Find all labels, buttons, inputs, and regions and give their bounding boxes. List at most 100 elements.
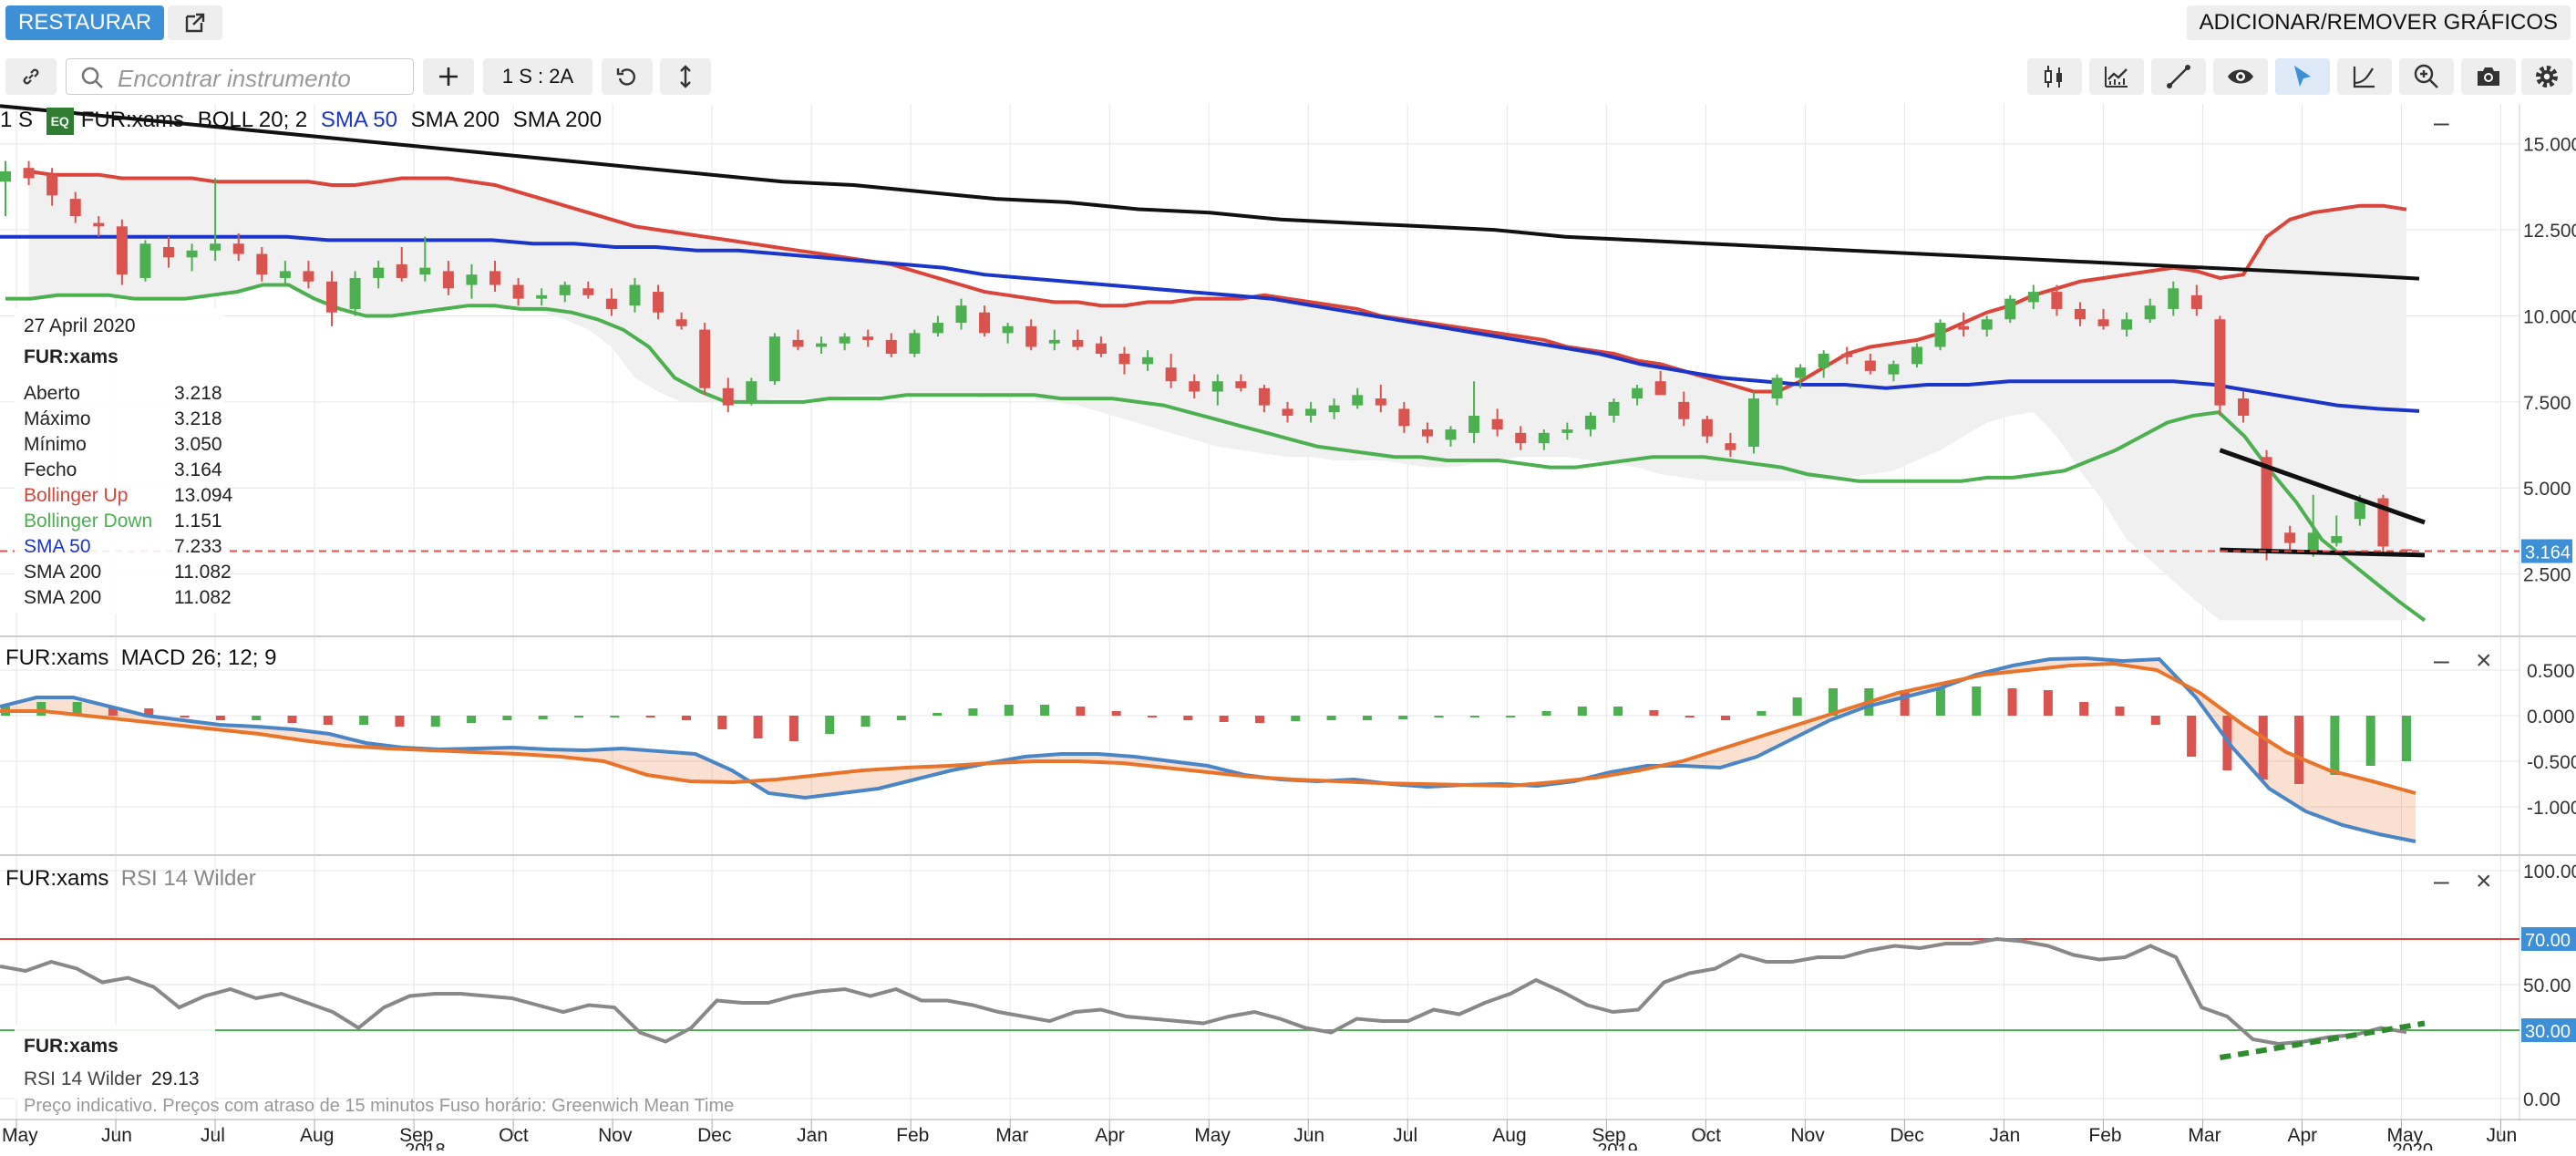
candle-body — [1072, 339, 1084, 347]
instrument-search[interactable]: Encontrar instrumento — [66, 58, 414, 95]
tooltip-value: 7.233 — [174, 536, 222, 557]
macd-histogram-bar — [1506, 716, 1516, 717]
candle-body — [2237, 398, 2249, 416]
candle-body — [349, 277, 361, 309]
tooltip-row: SMA 50 7.233 — [24, 536, 229, 560]
macd-histogram-bar — [1828, 688, 1838, 716]
candle-body — [1538, 432, 1550, 444]
period-selector[interactable]: 1 S : 2A — [483, 58, 592, 95]
candle-body — [279, 271, 291, 278]
sma200-legend[interactable]: SMA 200 — [410, 108, 500, 133]
macd-histogram-bar — [359, 716, 369, 725]
candle-body — [675, 319, 687, 326]
add-instrument-button[interactable] — [423, 58, 474, 95]
macd-params: MACD 26; 12; 9 — [120, 645, 277, 670]
month-label: May — [2386, 1125, 2423, 1146]
candle-body — [326, 281, 338, 313]
candle-body — [582, 288, 594, 295]
macd-histogram-bar — [1111, 711, 1121, 716]
candle-body — [1375, 398, 1386, 406]
candle-body — [1561, 429, 1573, 433]
candle-body — [2027, 292, 2039, 303]
year-label: 2018 — [405, 1141, 446, 1151]
cursor-arrow-icon — [2294, 66, 2311, 87]
popout-button[interactable] — [168, 5, 222, 40]
rsi-panel[interactable]: 100.00 70.00 50.00 30.00 0.00 — [0, 862, 2576, 1110]
close-macd-button[interactable]: × — [2476, 645, 2492, 676]
sma50-line — [0, 234, 2420, 413]
macd-tick-label: -0.500 — [2527, 752, 2576, 773]
macd-panel[interactable]: 0.500 0.000 -0.500 -1.000 — [0, 655, 2576, 843]
macd-histogram-bar — [1291, 716, 1301, 721]
pointer-button[interactable] — [2275, 58, 2330, 95]
tooltip-value: 13.094 — [174, 485, 233, 506]
macd-histogram-bar — [502, 716, 512, 720]
settings-button[interactable] — [2521, 58, 2572, 95]
expand-vertical-button[interactable] — [660, 58, 711, 95]
candle-body — [2097, 319, 2109, 326]
candle-body — [1934, 323, 1946, 347]
macd-histogram-bar — [2043, 690, 2053, 716]
chart-area[interactable]: 3.164 15.000 12.500 10.000 7.500 5.000 2.500 0… — [0, 104, 2576, 1151]
x-axis: May Jun Jul Aug Sep Oct Nov Dec Jan Feb Mar Apr May J… — [0, 1119, 2576, 1151]
tooltip-value: 3.164 — [174, 459, 222, 480]
restore-button[interactable]: RESTAURAR — [5, 5, 165, 40]
month-label: Jul — [201, 1125, 225, 1146]
sma200-legend-2[interactable]: SMA 200 — [512, 108, 603, 133]
candle-body — [1282, 408, 1293, 416]
minimize-macd-button[interactable]: – — [2434, 645, 2449, 676]
month-label: Jan — [1989, 1125, 2020, 1146]
minimize-rsi-button[interactable]: – — [2434, 866, 2449, 896]
macd-histogram-bar — [1613, 707, 1623, 716]
macd-histogram-bar — [860, 716, 871, 727]
candle-body — [1654, 381, 1666, 396]
curve-tool-button[interactable] — [2337, 58, 2392, 95]
macd-histogram-bar — [108, 707, 118, 716]
macd-histogram-bar — [645, 716, 655, 717]
macd-histogram-bar — [1362, 716, 1372, 720]
camera-icon — [2478, 67, 2499, 86]
candle-body — [722, 387, 734, 406]
chart-toolbar: Encontrar instrumento 1 S : 2A — [0, 57, 2576, 97]
candle-body — [979, 312, 991, 334]
macd-histogram-bar — [2365, 716, 2375, 766]
add-remove-charts-button[interactable]: ADICIONAR/REMOVER GRÁFICOS — [2186, 5, 2571, 40]
rsi-tick-label: 50.00 — [2523, 975, 2571, 996]
external-link-icon — [185, 13, 205, 33]
candle-body — [1818, 354, 1829, 368]
screenshot-button[interactable] — [2461, 58, 2516, 95]
macd-histogram-bar — [2150, 716, 2160, 725]
tooltip-row: Aberto 3.218 — [24, 383, 229, 407]
indicator-chart-icon — [2105, 67, 2128, 88]
candle-body — [2074, 308, 2086, 320]
tooltip-value: 1.151 — [174, 511, 222, 532]
candle-body — [1841, 354, 1853, 357]
candle-body — [1118, 354, 1130, 365]
price-panel[interactable]: 3.164 15.000 12.500 10.000 7.500 5.000 2.500 — [0, 104, 2576, 623]
boll-legend[interactable]: BOLL 20; 2 — [197, 108, 308, 133]
indicators-button[interactable] — [2089, 58, 2144, 95]
month-label: Mar — [2188, 1125, 2221, 1146]
minimize-price-button[interactable]: – — [2434, 108, 2449, 138]
candle-body — [1911, 346, 1922, 365]
candle-body — [2214, 319, 2226, 406]
candle-body — [1584, 415, 1596, 430]
candle-body — [699, 329, 711, 388]
draw-line-button[interactable] — [2151, 58, 2206, 95]
candle-body — [1048, 339, 1060, 344]
visibility-button[interactable] — [2213, 58, 2268, 95]
instrument-label[interactable]: FUR:xams — [80, 108, 185, 133]
month-label: Jan — [797, 1125, 828, 1146]
candle-body — [1165, 367, 1177, 382]
reset-button[interactable] — [602, 58, 653, 95]
chart-type-button[interactable] — [2027, 58, 2082, 95]
link-button[interactable] — [5, 58, 57, 95]
tooltip-key: SMA 200 — [24, 587, 102, 608]
candle-body — [23, 168, 35, 179]
close-rsi-button[interactable]: × — [2476, 866, 2492, 896]
sma50-legend[interactable]: SMA 50 — [320, 108, 397, 133]
macd-signal-fill — [0, 658, 2416, 841]
zoom-button[interactable] — [2399, 58, 2454, 95]
trendline-icon — [2167, 65, 2190, 88]
macd-histogram-bar — [1757, 711, 1767, 716]
